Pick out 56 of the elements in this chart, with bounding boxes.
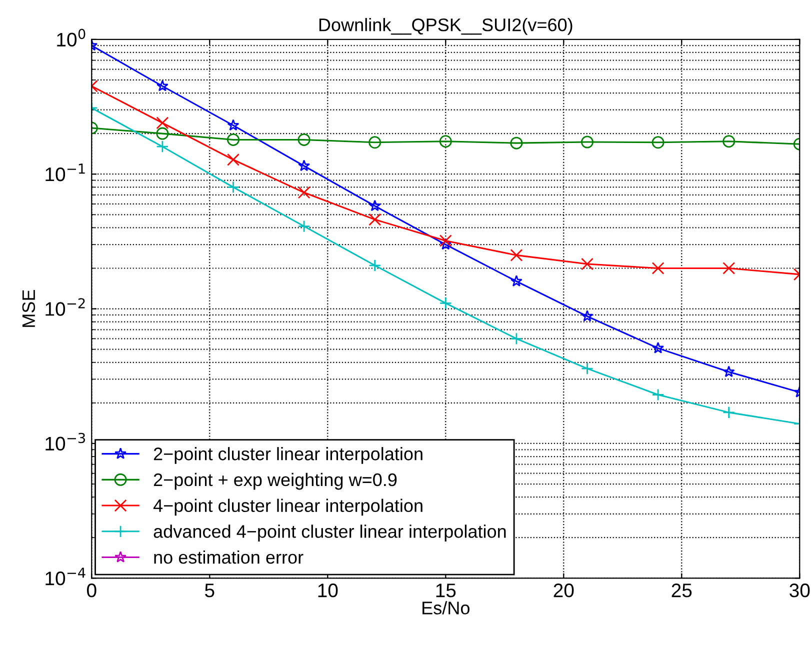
x-tick-label: 25 [672,584,692,598]
legend-label: advanced 4−point cluster linear interpolation [154,524,506,542]
legend-label: 2−point + exp weighting w=0.9 [154,472,397,490]
x-tick-label: 30 [790,584,810,598]
point [226,133,240,146]
x-axis-title: Es/No [422,601,470,614]
point [581,310,594,322]
point [298,160,310,172]
legend-label: no estimation error [154,550,304,564]
point [510,248,523,262]
point [652,342,664,354]
point [722,366,735,378]
point [227,119,240,131]
x-tick-label: 5 [205,584,214,598]
point [722,406,736,419]
point [439,296,452,310]
point [580,362,594,375]
point [440,238,452,250]
x-tick-label: 0 [86,584,96,598]
point [298,220,310,233]
x-tick-label: 15 [436,584,456,598]
point [722,262,736,274]
point [368,136,382,149]
point [226,153,240,166]
point [652,136,664,149]
point [580,258,594,270]
point [580,136,594,148]
point [298,186,310,199]
point [652,388,664,402]
legend-label: 2−point cluster linear interpolation [154,447,422,464]
point [652,262,664,274]
y-tick-label: 10$^{−1}$ [46,164,85,182]
point [298,133,310,146]
y-tick-label: 10$^{−2}$ [46,298,85,316]
x-tick-label: 10 [318,584,338,598]
point [510,275,522,286]
point [156,140,169,153]
point [368,259,382,272]
point [439,135,452,148]
point [156,116,169,130]
point [722,135,736,148]
chart-title: Downlink__QPSK__SUI2(v=60) [319,18,572,35]
point [439,234,452,248]
point [226,180,240,194]
point [156,127,169,140]
y-tick-label: 10$^{−4}$ [46,568,86,586]
x-tick-label: 20 [554,584,574,598]
legend-label: 4−point cluster linear interpolation [153,498,422,516]
point [510,136,523,150]
point [368,213,382,226]
point [156,80,168,92]
point [368,200,381,212]
y-tick-label: 10$^{0}$ [57,28,86,47]
point [510,332,523,345]
y-axis-title: MSE [22,290,36,327]
y-tick-label: 10$^{−3}$ [46,432,85,451]
